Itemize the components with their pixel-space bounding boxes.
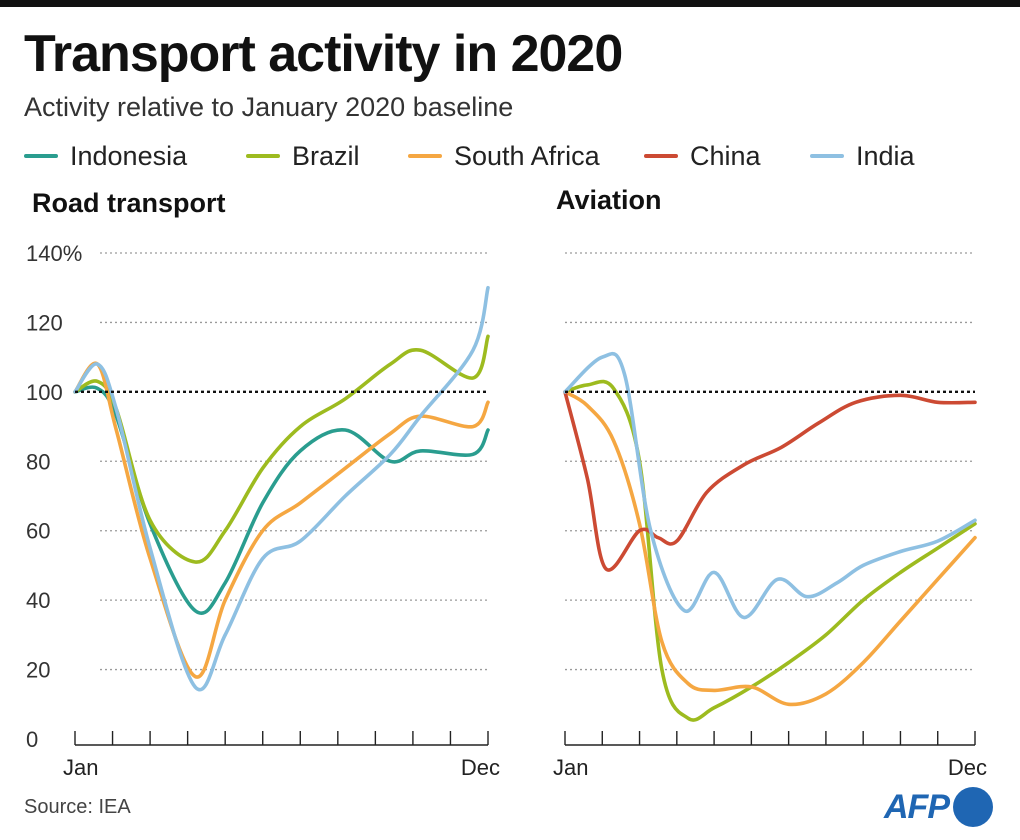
afp-logo-text: AFP	[884, 787, 950, 826]
road-x-tick-label-end: Dec	[461, 755, 500, 780]
y-tick-label: 60	[26, 519, 50, 544]
legend-swatch-china	[644, 154, 678, 158]
y-tick-label: 80	[26, 449, 50, 474]
legend-item-south-africa: South Africa	[408, 138, 600, 174]
legend-swatch-south-africa	[408, 154, 442, 158]
y-tick-label: 40	[26, 588, 50, 613]
aviation-x-tick-label-start: Jan	[553, 755, 588, 780]
aviation-x-tick-label-end: Dec	[948, 755, 987, 780]
legend-label-south-africa: South Africa	[454, 140, 600, 171]
legend-label-india: India	[856, 140, 915, 171]
afp-logo-dot	[953, 787, 993, 827]
y-tick-label: 20	[26, 658, 50, 683]
legend-label-brazil: Brazil	[292, 140, 360, 171]
legend-item-china: China	[644, 138, 761, 174]
legend-swatch-indonesia	[24, 154, 58, 158]
legend-item-brazil: Brazil	[246, 138, 360, 174]
y-tick-label: 0	[26, 727, 38, 752]
legend-label-indonesia: Indonesia	[70, 140, 188, 171]
road-series-south-africa	[73, 361, 490, 679]
legend-item-indonesia: Indonesia	[24, 138, 187, 174]
legend-swatch-india	[810, 154, 844, 158]
legend-swatch-brazil	[246, 154, 280, 158]
afp-logo: AFP	[884, 782, 993, 832]
y-tick-label: 140%	[26, 241, 82, 266]
legend-label-china: China	[690, 140, 761, 171]
source-note: Source: IEA	[24, 796, 131, 818]
y-tick-label: 120	[26, 310, 63, 335]
y-tick-label: 100	[26, 380, 63, 405]
legend: Indonesia Brazil South Africa China Indi…	[24, 138, 1004, 174]
legend-item-india: India	[810, 138, 915, 174]
top-rule	[0, 0, 1020, 7]
road-series-india	[73, 285, 490, 692]
chart-subtitle: Activity relative to January 2020 baseli…	[24, 92, 514, 122]
road-x-tick-label-start: Jan	[63, 755, 98, 780]
road-panel-title: Road transport	[32, 188, 226, 218]
aviation-series-south-africa	[563, 390, 977, 707]
chart-title: Transport activity in 2020	[24, 25, 623, 83]
aviation-panel-title: Aviation	[556, 185, 662, 215]
aviation-series-india	[563, 351, 977, 620]
aviation-series-brazil	[563, 379, 977, 722]
aviation-series-china	[563, 390, 977, 572]
